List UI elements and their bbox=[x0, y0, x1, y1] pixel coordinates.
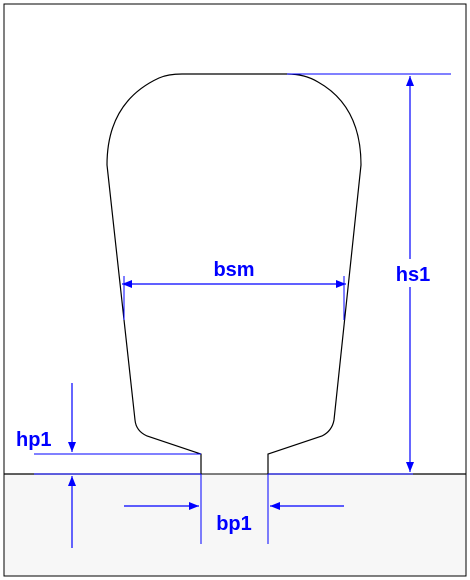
hs1-label-background bbox=[388, 259, 438, 287]
outer-frame bbox=[3, 3, 467, 577]
bsm-label: bsm bbox=[213, 259, 254, 281]
bp1-label: bp1 bbox=[216, 513, 252, 535]
hp1-label: hp1 bbox=[16, 429, 52, 451]
lower-region bbox=[3, 473, 467, 577]
slot-outline bbox=[106, 73, 362, 474]
hs1-label: hs1 bbox=[396, 264, 430, 286]
